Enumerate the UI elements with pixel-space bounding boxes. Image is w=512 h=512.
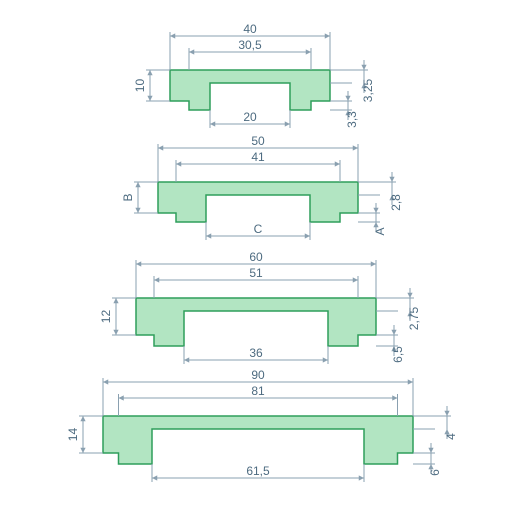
svg-text:2,75: 2,75	[407, 306, 421, 330]
svg-text:81: 81	[251, 384, 265, 398]
svg-text:4: 4	[444, 433, 458, 440]
svg-text:20: 20	[243, 110, 257, 124]
svg-text:A: A	[373, 227, 387, 235]
svg-text:30,5: 30,5	[238, 38, 262, 52]
dimension-diagram: 40 30,5 20 10 3,253,3 50 41 C B 2,8 A 60 51 36 12 2,75 6…	[0, 0, 512, 512]
svg-text:6: 6	[428, 469, 442, 476]
profile-shape	[136, 298, 376, 346]
svg-text:41: 41	[251, 150, 265, 164]
svg-text:12: 12	[99, 310, 113, 324]
svg-text:90: 90	[251, 368, 265, 382]
profile-shape	[103, 416, 413, 464]
svg-text:61,5: 61,5	[246, 464, 270, 478]
svg-text:40: 40	[243, 22, 257, 36]
profile-shape	[170, 70, 330, 110]
svg-text:14: 14	[66, 428, 80, 442]
svg-text:60: 60	[249, 250, 263, 264]
svg-text:3,3: 3,3	[345, 111, 359, 128]
svg-text:C: C	[254, 222, 263, 236]
svg-text:6,5: 6,5	[391, 346, 405, 363]
svg-text:51: 51	[249, 266, 263, 280]
svg-text:10: 10	[133, 79, 147, 93]
svg-text:36: 36	[249, 346, 263, 360]
svg-text:B: B	[121, 193, 135, 201]
profile-shape	[158, 182, 358, 222]
svg-text:2,8: 2,8	[389, 194, 403, 211]
svg-text:50: 50	[251, 134, 265, 148]
svg-text:3,25: 3,25	[361, 78, 375, 102]
